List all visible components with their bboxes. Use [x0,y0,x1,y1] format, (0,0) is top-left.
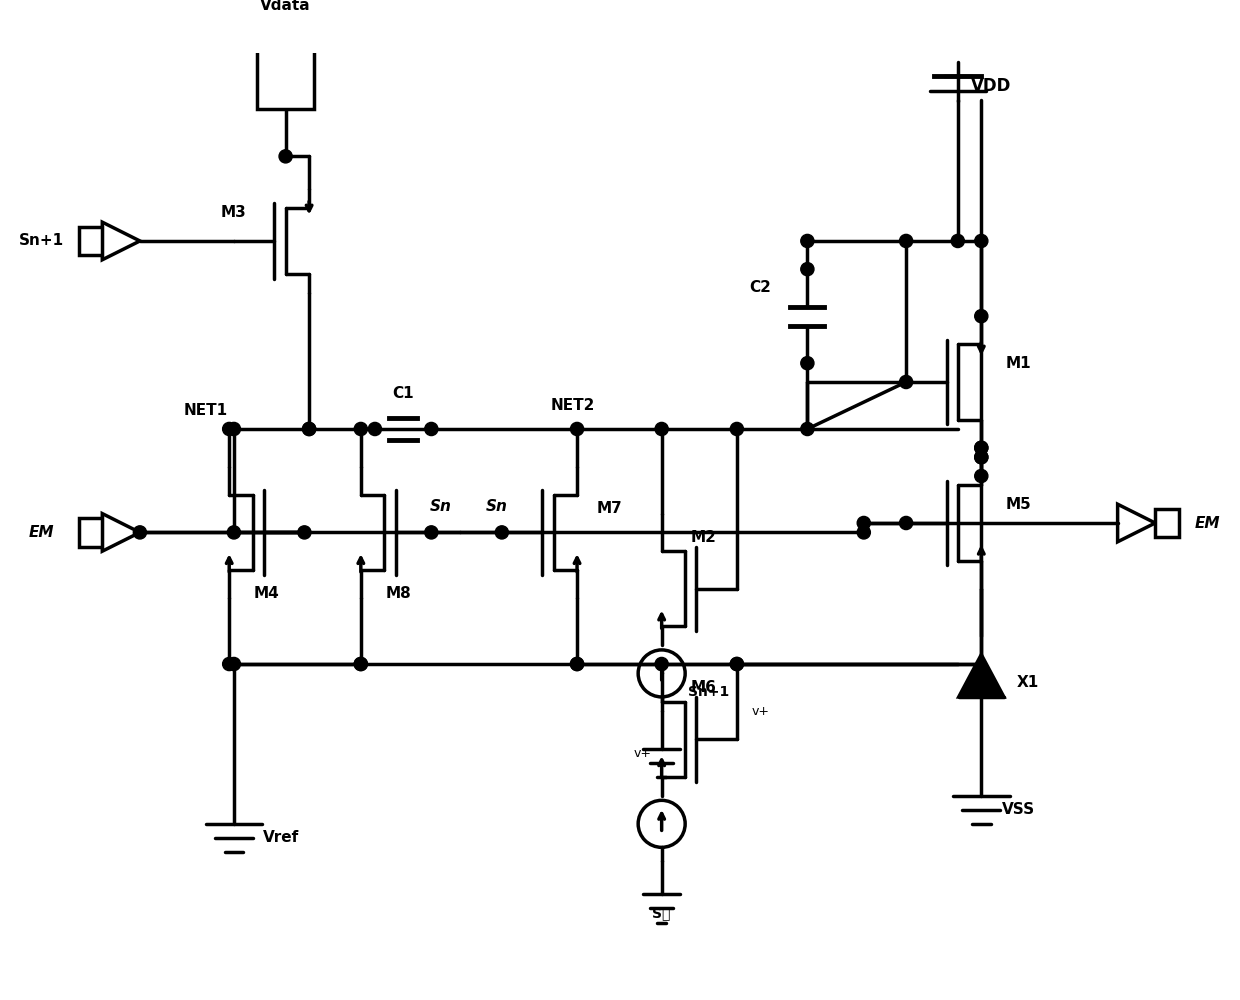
Circle shape [425,526,438,539]
Bar [79,518,102,547]
Text: Sn+1: Sn+1 [688,685,729,699]
Circle shape [355,657,367,671]
Circle shape [899,234,913,248]
Circle shape [899,375,913,389]
Circle shape [570,422,584,436]
Text: NET1: NET1 [184,403,228,418]
Bar [79,227,102,255]
Circle shape [801,422,813,436]
Circle shape [975,441,988,454]
Text: EM: EM [29,525,53,540]
Text: v+: v+ [751,705,769,718]
Circle shape [134,526,146,539]
Circle shape [975,451,988,464]
Circle shape [303,422,316,436]
Text: Sn+1: Sn+1 [19,233,63,248]
Circle shape [975,451,988,464]
Circle shape [730,657,744,671]
Text: M7: M7 [598,501,622,516]
Text: S₟: S₟ [652,906,671,920]
Text: M5: M5 [1006,497,1032,512]
Circle shape [801,357,813,370]
Circle shape [730,657,744,671]
Circle shape [975,234,988,248]
Text: M6: M6 [691,680,717,695]
Circle shape [801,263,813,276]
Circle shape [899,516,913,530]
Text: M3: M3 [221,205,247,220]
Text: EM: EM [1194,516,1220,530]
Circle shape [975,441,988,454]
Polygon shape [1117,504,1156,542]
Text: C1: C1 [392,386,414,401]
Text: VDD: VDD [971,77,1011,95]
Circle shape [495,526,508,539]
Circle shape [227,422,241,436]
Circle shape [303,422,316,436]
Circle shape [355,657,367,671]
Bar [258,44,314,109]
Text: C2: C2 [749,280,771,295]
Polygon shape [102,222,140,260]
Circle shape [730,422,744,436]
Circle shape [975,469,988,483]
Text: Vref: Vref [263,830,299,845]
Text: Vdata: Vdata [260,0,311,13]
Circle shape [975,310,988,323]
Circle shape [223,657,236,671]
Polygon shape [959,655,1004,697]
Text: Sn: Sn [430,499,451,514]
Circle shape [279,150,293,163]
Circle shape [857,516,870,530]
Text: M4: M4 [254,586,280,601]
Circle shape [298,526,311,539]
Circle shape [570,657,584,671]
Circle shape [227,657,241,671]
Text: M2: M2 [691,530,717,545]
Circle shape [425,422,438,436]
Circle shape [801,234,813,248]
Circle shape [655,657,668,671]
Circle shape [227,526,241,539]
Polygon shape [102,514,140,551]
Circle shape [951,234,965,248]
Text: NET2: NET2 [551,398,594,413]
Circle shape [223,422,236,436]
Bar [1156,509,1179,537]
Text: M1: M1 [1006,356,1032,371]
Circle shape [355,422,367,436]
Circle shape [655,422,668,436]
Circle shape [570,657,584,671]
Text: Sn: Sn [486,499,508,514]
Text: M8: M8 [386,586,412,601]
Circle shape [857,526,870,539]
Text: VSS: VSS [1002,802,1035,817]
Circle shape [368,422,382,436]
Text: X1: X1 [1017,675,1039,690]
Text: v+: v+ [634,747,652,760]
